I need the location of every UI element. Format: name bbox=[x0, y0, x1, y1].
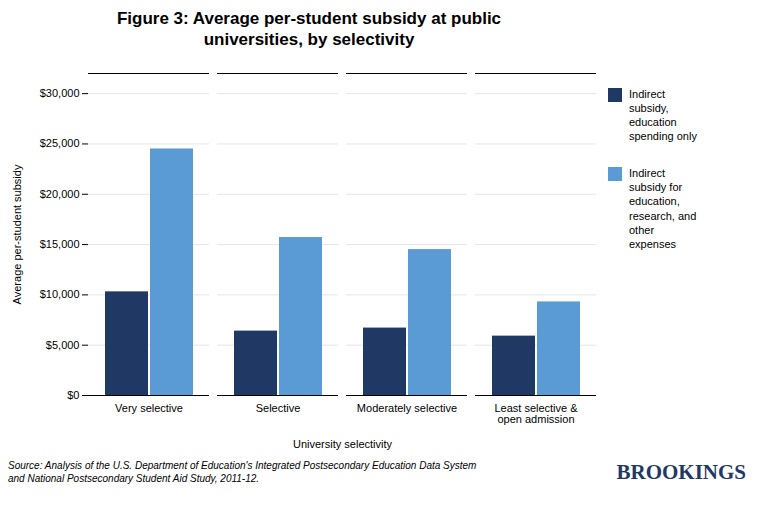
svg-text:$20,000: $20,000 bbox=[40, 187, 80, 199]
html-text:Source: Analysis of the U.S. D: Source: Analysis of the U.S. Department … bbox=[8, 459, 477, 484]
html-text:Indirect subsidy, education sp: Indirect subsidy, education spending onl… bbox=[629, 87, 697, 143]
svg-text:Average per-student subsidy: Average per-student subsidy bbox=[11, 164, 23, 304]
svg-text:Very selective: Very selective bbox=[115, 402, 183, 414]
html-text:Figure 3: Average per-student: Figure 3: Average per-student subsidy at… bbox=[116, 9, 502, 50]
svg-text:University selectivity: University selectivity bbox=[293, 437, 393, 449]
svg-text:$15,000: $15,000 bbox=[40, 238, 80, 250]
svg-text:Moderately selective: Moderately selective bbox=[357, 402, 457, 414]
html-text:BROOKINGS: BROOKINGS bbox=[616, 459, 746, 484]
html-text:Indirect subsidy for education: Indirect subsidy for education, research… bbox=[629, 166, 697, 251]
svg-text:$0: $0 bbox=[67, 389, 79, 401]
svg-text:$30,000: $30,000 bbox=[40, 87, 80, 99]
svg-text:$5,000: $5,000 bbox=[46, 338, 80, 350]
svg-text:Selective: Selective bbox=[256, 402, 301, 414]
svg-text:Least selective &open admissio: Least selective &open admission bbox=[494, 402, 578, 425]
svg-text:$25,000: $25,000 bbox=[40, 137, 80, 149]
svg-text:$10,000: $10,000 bbox=[40, 288, 80, 300]
